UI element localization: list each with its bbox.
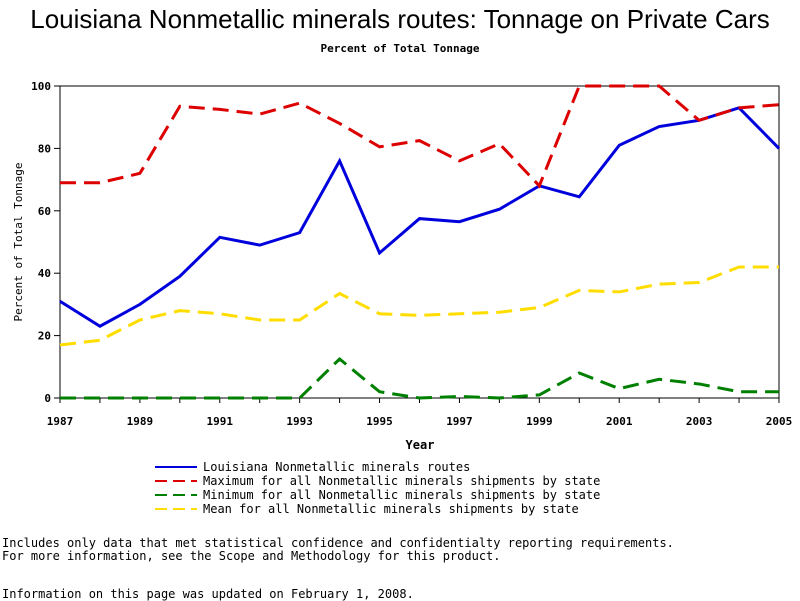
legend-label: Maximum for all Nonmetallic minerals shi…	[203, 474, 601, 488]
chart-subtitle: Percent of Total Tonnage	[320, 42, 480, 55]
series-line-2	[60, 84, 780, 189]
x-tick-label: 2001	[606, 415, 633, 428]
x-tick-label: 1997	[446, 415, 473, 428]
x-tick-label: 1999	[526, 415, 553, 428]
x-tick-label: 2005	[766, 415, 793, 428]
legend: Louisiana Nonmetallic minerals routes Max…	[155, 460, 600, 516]
y-tick-label: 40	[38, 267, 51, 280]
legend-swatch	[155, 480, 197, 482]
y-tick-label: 80	[38, 142, 51, 155]
legend-item: Louisiana Nonmetallic minerals routes	[155, 460, 600, 474]
y-tick-label: 100	[31, 80, 51, 93]
plot-border	[59, 85, 780, 399]
legend-item: Maximum for all Nonmetallic minerals shi…	[155, 474, 600, 488]
legend-label: Minimum for all Nonmetallic minerals shi…	[203, 488, 601, 502]
x-axis-label: Year	[406, 438, 435, 452]
y-axis-label: Percent of Total Tonnage	[12, 163, 25, 322]
x-tick-label: 2003	[686, 415, 713, 428]
legend-label: Mean for all Nonmetallic minerals shipme…	[203, 502, 579, 516]
footnote-updated: Information on this page was updated on …	[2, 587, 414, 601]
legend-swatch	[155, 466, 197, 468]
y-tick-label: 60	[38, 205, 51, 218]
footnote-methodology: For more information, see the Scope and …	[2, 549, 501, 563]
series-layer	[59, 84, 781, 400]
chart-title: Louisiana Nonmetallic minerals routes: T…	[30, 4, 770, 34]
series-line-3	[60, 356, 779, 400]
legend-swatch	[155, 508, 197, 510]
x-tick-label: 1991	[207, 415, 234, 428]
x-tick-label: 1989	[127, 415, 154, 428]
x-tick-label: 1993	[286, 415, 313, 428]
x-axis: 1987 1989 1991 1993 1995 1997 1999 2001 2003 2005	[47, 398, 793, 428]
legend-label: Louisiana Nonmetallic minerals routes	[203, 460, 471, 474]
legend-item: Mean for all Nonmetallic minerals shipme…	[155, 502, 600, 516]
series-line-4	[59, 265, 779, 347]
legend-swatch	[155, 494, 197, 496]
plot-frame	[59, 85, 780, 399]
footnote-confidence: Includes only data that met statistical …	[2, 536, 674, 550]
line-chart: 0 20 40 60 80 100 1987 1989 1991 1993 1995 1997 199…	[12, 80, 793, 452]
series-line-1	[59, 106, 781, 328]
x-tick-label: 1995	[366, 415, 393, 428]
x-tick-label: 1987	[47, 415, 74, 428]
y-tick-label: 20	[38, 330, 51, 343]
legend-item: Minimum for all Nonmetallic minerals shi…	[155, 488, 600, 502]
y-axis: 0 20 40 60 80 100	[31, 80, 60, 405]
y-tick-label: 0	[44, 392, 51, 405]
